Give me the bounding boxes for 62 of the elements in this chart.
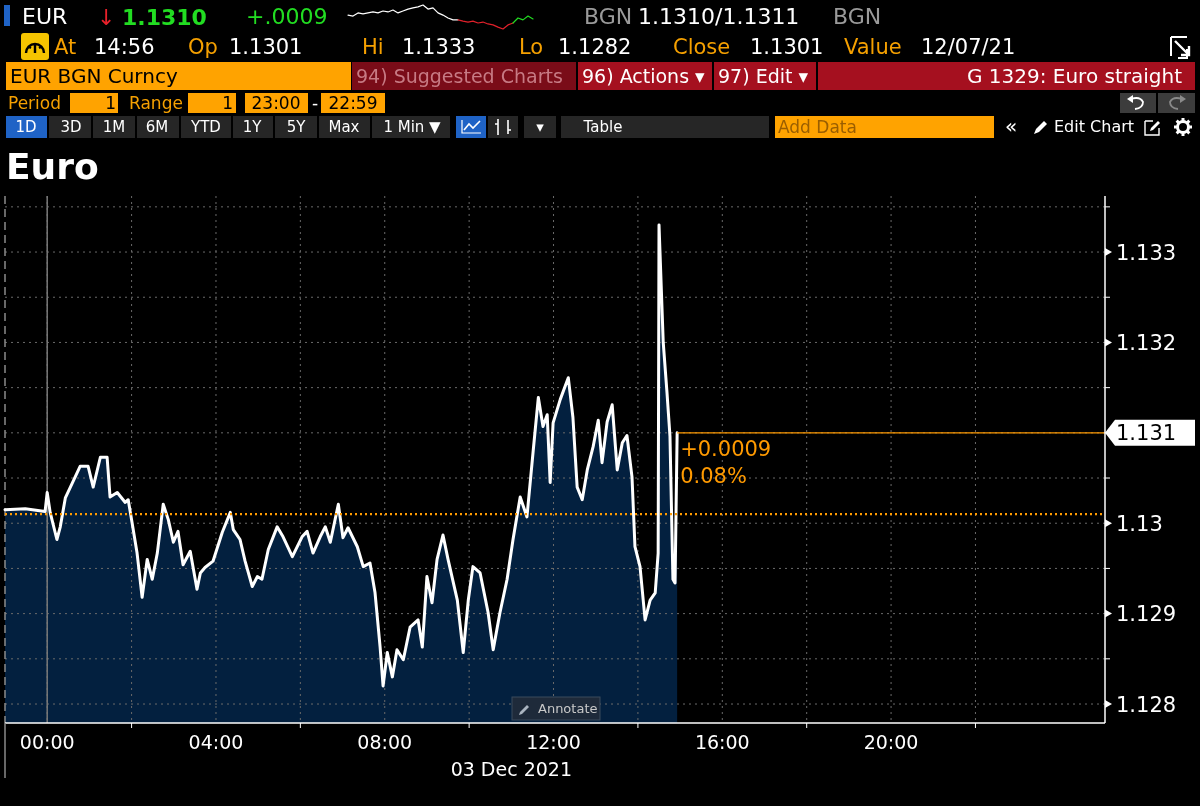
text: 97) Edit ▾ bbox=[718, 65, 809, 87]
text: ↓ bbox=[97, 5, 116, 30]
x-axis-title: 03 Dec 2021 bbox=[450, 758, 573, 780]
text: 1.1310 bbox=[122, 5, 207, 30]
text: 23:00 bbox=[251, 93, 301, 113]
y-tick-label: 1.132 bbox=[1116, 330, 1177, 355]
text: 1 Min ▼ bbox=[383, 118, 442, 136]
text: - bbox=[311, 93, 319, 113]
text: 1 bbox=[105, 93, 116, 113]
y-tick-label: 1.13 bbox=[1116, 511, 1163, 536]
text: EUR bbox=[22, 4, 68, 29]
text: BGN bbox=[833, 4, 882, 29]
text: G 1329: Euro straight bbox=[966, 64, 1183, 88]
text: At bbox=[54, 35, 77, 59]
x-tick-label: 12:00 bbox=[526, 731, 581, 753]
text: 94) Suggested Charts bbox=[356, 65, 563, 87]
text: 12/07/21 bbox=[921, 35, 1016, 59]
text: 1.1333 bbox=[402, 35, 476, 59]
text: 14:56 bbox=[94, 35, 155, 59]
text: « bbox=[1004, 114, 1018, 138]
text: YTD bbox=[190, 118, 221, 136]
y-tick-label: 1.128 bbox=[1116, 692, 1177, 717]
text: BGN bbox=[584, 4, 633, 29]
text: 96) Actions ▾ bbox=[582, 65, 706, 87]
chart-title: Euro bbox=[6, 146, 99, 187]
x-tick-label: 08:00 bbox=[357, 731, 413, 753]
text: 1D bbox=[15, 118, 37, 136]
y-tick-label: 1.133 bbox=[1116, 240, 1177, 265]
text: Edit Chart bbox=[1054, 117, 1135, 136]
annotation: Annotate bbox=[538, 701, 598, 716]
text: 1.1301 bbox=[229, 35, 303, 59]
text: Add Data bbox=[778, 117, 857, 137]
ref-line-label: 1.131 bbox=[1116, 421, 1177, 446]
text: Range bbox=[129, 93, 183, 113]
text: 1M bbox=[102, 118, 126, 136]
text: EUR BGN Curncy bbox=[10, 64, 178, 88]
text: 1.1282 bbox=[558, 35, 632, 59]
text: 6M bbox=[145, 118, 169, 136]
text: +.0009 bbox=[246, 4, 328, 29]
text: Hi bbox=[362, 35, 384, 59]
text: 1 bbox=[222, 93, 233, 113]
x-tick-label: 04:00 bbox=[188, 731, 244, 753]
y-tick-label: 1.129 bbox=[1116, 602, 1177, 627]
text: 22:59 bbox=[328, 93, 378, 113]
x-tick-label: 16:00 bbox=[694, 731, 750, 753]
text: Lo bbox=[519, 35, 544, 59]
text: ▾ bbox=[536, 118, 545, 136]
x-tick-label: 00:00 bbox=[19, 731, 75, 753]
x-tick-label: 20:00 bbox=[863, 731, 919, 753]
text: 5Y bbox=[286, 118, 307, 136]
text: 3D bbox=[60, 118, 82, 136]
annotation: 0.08% bbox=[680, 463, 747, 488]
annotation: +0.0009 bbox=[680, 436, 772, 461]
text: Period bbox=[8, 93, 62, 113]
text: Close bbox=[673, 35, 731, 59]
text: Table bbox=[582, 118, 623, 136]
text: Value bbox=[844, 35, 902, 59]
text: Op bbox=[188, 35, 218, 59]
text: 1Y bbox=[242, 118, 263, 136]
text: 1.1310/1.1311 bbox=[638, 4, 800, 29]
text: 1.1301 bbox=[750, 35, 824, 59]
text: Max bbox=[328, 118, 360, 136]
